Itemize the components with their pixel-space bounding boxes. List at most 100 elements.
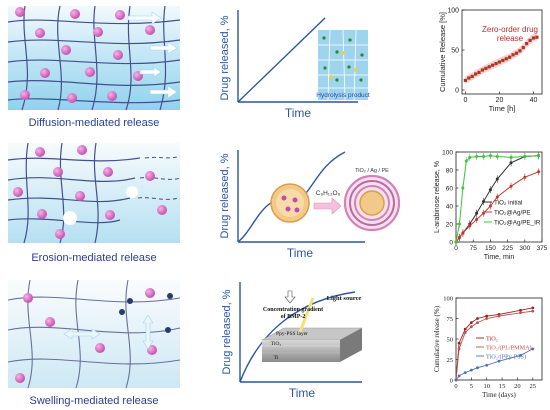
data-point bbox=[469, 368, 473, 372]
data-point bbox=[537, 170, 541, 174]
y-tick-label: 0 bbox=[450, 378, 453, 385]
y-tick-label: 80 bbox=[446, 168, 454, 175]
data-point bbox=[476, 366, 479, 370]
data-point bbox=[482, 155, 486, 158]
data-point bbox=[494, 62, 498, 66]
data-point bbox=[491, 63, 495, 67]
core-particle bbox=[270, 183, 310, 223]
data-point bbox=[461, 186, 465, 190]
y-tick-label: 25 bbox=[447, 357, 454, 364]
curve-xlabel: Time bbox=[289, 386, 316, 400]
y-tick-label: 0 bbox=[455, 88, 459, 95]
x-tick-label: 0 bbox=[454, 383, 457, 390]
series-line bbox=[455, 155, 539, 243]
swelling-arrows bbox=[63, 314, 154, 350]
data-point bbox=[485, 314, 489, 318]
hydrolysis-cells bbox=[318, 29, 368, 101]
linear-release-curve bbox=[237, 17, 326, 103]
curve-ylabel: Drug released, % bbox=[221, 289, 233, 374]
data-point bbox=[495, 177, 499, 181]
x-tick-label: 20 bbox=[514, 383, 521, 390]
data-point bbox=[487, 65, 491, 69]
y-tick-label: 100 bbox=[442, 150, 453, 157]
drug-particles bbox=[15, 288, 157, 383]
data-point bbox=[501, 58, 505, 62]
saturating-release-curve bbox=[239, 291, 356, 383]
data-point bbox=[519, 311, 522, 315]
eroded-mesh-fragments bbox=[137, 155, 181, 200]
data-point bbox=[531, 36, 536, 40]
data-point bbox=[477, 70, 481, 74]
data-point bbox=[488, 188, 492, 192]
data-point bbox=[514, 51, 519, 55]
y-tick-label: 60 bbox=[446, 186, 454, 193]
data-point bbox=[511, 53, 515, 57]
data-point bbox=[509, 161, 513, 165]
data-point bbox=[474, 72, 478, 76]
hydrolysis-label: Hydrolysis product bbox=[316, 92, 370, 99]
data-point bbox=[475, 155, 479, 158]
curve-ylabel: Drug released, % bbox=[219, 15, 231, 100]
data-point bbox=[468, 155, 472, 159]
annotation-line2: release bbox=[497, 34, 524, 43]
swelling-panel: Swelling-mediated release bbox=[7, 279, 181, 407]
data-point bbox=[463, 371, 467, 375]
legend-label: TiO₂@Ag/PE bbox=[494, 209, 531, 216]
legend-label: TiO₂ initial bbox=[494, 199, 522, 206]
y-tick-label: 0 bbox=[449, 240, 453, 247]
data-point bbox=[495, 155, 499, 158]
data-point bbox=[497, 60, 502, 64]
glucose-label: C₆H₁₂O₆ bbox=[316, 190, 341, 197]
data-point bbox=[463, 78, 468, 82]
legend-label: TiO₂ bbox=[486, 335, 498, 342]
data-point bbox=[531, 309, 535, 313]
data-point bbox=[509, 155, 513, 159]
data-point bbox=[485, 363, 489, 367]
x-tick-label: 15 bbox=[499, 383, 506, 390]
drug-particles bbox=[13, 145, 167, 239]
y-tick-label: 20 bbox=[446, 222, 454, 229]
y-axis-label: Cumulative Release [%] bbox=[438, 12, 447, 92]
y-axis-label: L-arabinose release, % bbox=[434, 161, 441, 233]
y-axis-label: Cumulative release (%) bbox=[433, 305, 441, 372]
data-point bbox=[537, 154, 541, 158]
polymer-mesh bbox=[7, 142, 141, 244]
data-point bbox=[475, 218, 479, 221]
data-point bbox=[457, 347, 461, 351]
coating-label: TiO₂ / Ag / PE bbox=[355, 168, 389, 174]
y-tick-label: 50 bbox=[451, 48, 459, 55]
data-point bbox=[467, 76, 471, 80]
y-tick-label: 100 bbox=[443, 296, 453, 303]
plot-frame bbox=[461, 9, 543, 95]
x-tick-label: 225 bbox=[502, 245, 513, 252]
data-point bbox=[454, 378, 458, 382]
data-point bbox=[484, 66, 488, 70]
data-point bbox=[531, 306, 535, 310]
curve-panel-1: Drug released, % Time Hydrolysis product bbox=[219, 10, 370, 120]
x-tick-label: 0 bbox=[463, 97, 467, 104]
data-point bbox=[497, 314, 501, 318]
data-point bbox=[504, 57, 508, 61]
hydrolysis-yellow bbox=[329, 51, 358, 79]
data-point bbox=[531, 347, 535, 351]
y-tick-label: 100 bbox=[447, 8, 459, 15]
data-point bbox=[475, 211, 479, 215]
data-point bbox=[519, 308, 522, 312]
data-point bbox=[469, 321, 473, 324]
diffusion-panel: Diffusion-mediated release bbox=[7, 5, 181, 129]
plot-frame bbox=[455, 151, 543, 243]
row-label-swelling: Swelling-mediated release bbox=[29, 395, 158, 407]
tio2-layer-label: TiO₂ bbox=[271, 341, 282, 347]
released-molecules bbox=[119, 293, 173, 333]
data-point bbox=[525, 42, 529, 46]
y-tick-label: 50 bbox=[447, 337, 454, 344]
gradient-label-line2: of BMP-2 bbox=[281, 314, 306, 320]
gradient-arrow bbox=[284, 290, 296, 304]
coated-particle bbox=[343, 174, 401, 232]
gradient-label-line1: Concentration gradient bbox=[263, 307, 323, 313]
eroded-voids bbox=[63, 186, 138, 225]
x-tick-label: 25 bbox=[530, 383, 537, 390]
hydrolysis-dots bbox=[322, 36, 364, 82]
data-point bbox=[480, 68, 485, 72]
